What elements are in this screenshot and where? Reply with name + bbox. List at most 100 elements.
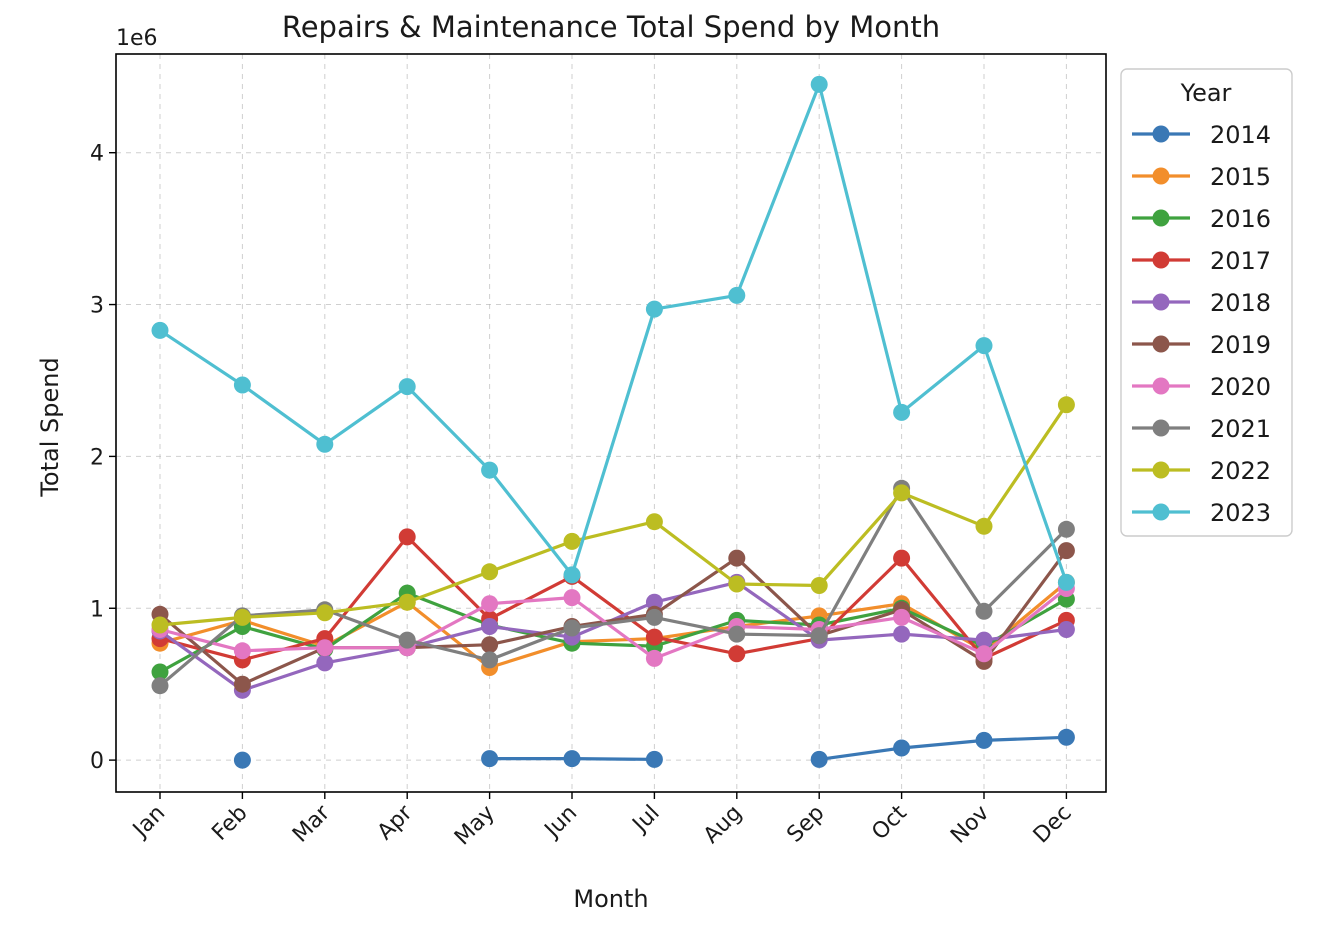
data-point [151, 616, 169, 634]
data-point [233, 642, 251, 660]
data-point [481, 750, 499, 768]
data-point [316, 435, 334, 453]
data-point [316, 639, 334, 657]
y-tick-label: 2 [90, 445, 104, 470]
data-point [728, 549, 746, 567]
legend: Year 2014 2015 2016 2017 2018 2019 2020 2021 202… [1120, 68, 1293, 537]
data-point [893, 549, 911, 567]
y-tick-label: 0 [90, 749, 104, 774]
legend-item: 2020 [1132, 373, 1271, 401]
data-point [728, 286, 746, 304]
y-axis-scale-label: 1e6 [116, 26, 158, 51]
data-point [398, 378, 416, 396]
legend-label: 2020 [1210, 373, 1271, 401]
legend-marker [1152, 293, 1170, 311]
data-point [728, 575, 746, 593]
y-tick-label: 4 [90, 142, 104, 167]
legend-item: 2021 [1132, 415, 1271, 443]
data-point [151, 677, 169, 695]
legend-marker [1152, 503, 1170, 521]
y-axis-ticks: 0 1 2 3 4 [90, 142, 116, 774]
legend-item: 2022 [1132, 457, 1271, 485]
data-point [233, 376, 251, 394]
data-point [645, 513, 663, 531]
data-point [975, 631, 993, 649]
legend-item: 2016 [1132, 205, 1271, 233]
data-point [398, 631, 416, 649]
data-point [563, 750, 581, 768]
legend-label: 2017 [1210, 247, 1271, 275]
data-point [728, 625, 746, 643]
legend-label: 2015 [1210, 163, 1271, 191]
data-point [975, 602, 993, 620]
plot-area-frame [115, 53, 1107, 793]
data-point [645, 649, 663, 667]
y-tick-label: 1 [90, 597, 104, 622]
series-2023 [151, 75, 1075, 591]
data-point [645, 300, 663, 318]
data-point [233, 608, 251, 626]
data-point [481, 461, 499, 479]
legend-label: 2018 [1210, 289, 1271, 317]
data-point [975, 517, 993, 535]
data-point [975, 645, 993, 663]
data-point [728, 645, 746, 663]
legend-marker [1152, 377, 1170, 395]
data-point [1057, 542, 1075, 560]
data-point [563, 619, 581, 637]
data-point [1057, 573, 1075, 591]
y-tick-label: 3 [90, 294, 104, 319]
data-point [481, 651, 499, 669]
data-point [481, 618, 499, 635]
legend-item: 2017 [1132, 247, 1271, 275]
data-point [645, 750, 663, 768]
legend-marker [1152, 125, 1170, 143]
data-point [975, 731, 993, 749]
data-point [563, 566, 581, 584]
data-point [316, 654, 334, 672]
legend-marker [1152, 209, 1170, 227]
legend-item: 2015 [1132, 163, 1271, 191]
data-point [151, 321, 169, 339]
data-point [645, 628, 663, 646]
data-point [645, 593, 663, 611]
series-line [158, 549, 1068, 686]
data-point [1057, 396, 1075, 414]
legend-marker [1152, 167, 1170, 185]
data-point [481, 636, 499, 654]
data-point [893, 625, 911, 643]
data-point [810, 627, 828, 645]
data-point [563, 532, 581, 550]
data-point [316, 604, 334, 622]
series-2014 [233, 728, 1075, 769]
legend-item: 2019 [1132, 331, 1271, 359]
legend-title: Year [1180, 79, 1232, 107]
data-point [1057, 621, 1075, 638]
legend-label: 2023 [1210, 499, 1271, 527]
series-line [159, 403, 1068, 627]
data-point [810, 577, 828, 594]
legend-item: 2018 [1132, 289, 1271, 317]
legend-item: 2014 [1132, 121, 1271, 149]
data-point [1057, 728, 1075, 746]
data-point [810, 75, 828, 93]
x-axis-label: Month [573, 885, 648, 913]
data-point [481, 595, 499, 613]
data-point [1057, 520, 1075, 538]
data-point [233, 751, 251, 769]
legend-marker [1152, 419, 1170, 437]
data-point [398, 593, 416, 611]
legend-label: 2022 [1210, 457, 1271, 485]
legend-item: 2023 [1132, 499, 1271, 527]
series-line [158, 486, 1068, 687]
chart-title: Repairs & Maintenance Total Spend by Mon… [282, 10, 940, 44]
data-point [398, 528, 416, 546]
legend-marker [1152, 251, 1170, 269]
data-point [893, 403, 911, 421]
legend-label: 2019 [1210, 331, 1271, 359]
data-point [893, 484, 911, 502]
data-point [233, 675, 251, 693]
